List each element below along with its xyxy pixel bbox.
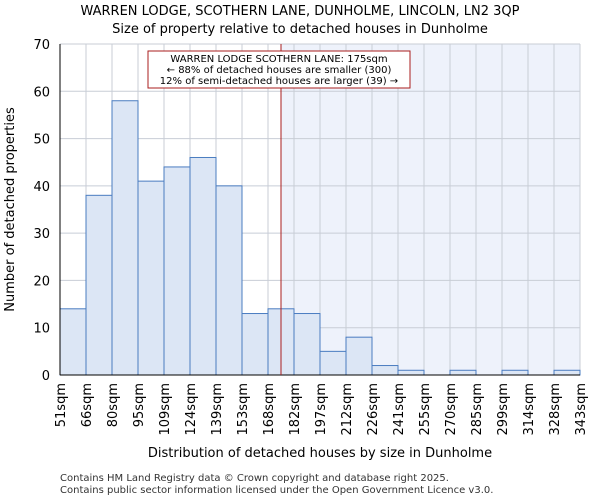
- x-tick-label: 226sqm: [366, 383, 381, 436]
- x-tick-label: 197sqm: [314, 383, 329, 436]
- footer-line-2: Contains public sector information licen…: [60, 485, 494, 496]
- histogram-bar: [371, 365, 399, 376]
- x-tick-label: 66sqm: [80, 383, 95, 427]
- histogram-bar: [241, 313, 269, 376]
- chart-subtitle: Size of property relative to detached ho…: [112, 22, 488, 37]
- annotation-line: 12% of semi-detached houses are larger (…: [160, 76, 398, 87]
- x-tick-label: 168sqm: [262, 383, 277, 436]
- x-tick-label: 299sqm: [496, 383, 511, 436]
- y-tick-label: 70: [33, 38, 50, 53]
- histogram-bar: [85, 194, 113, 376]
- chart-title: WARREN LODGE, SCOTHERN LANE, DUNHOLME, L…: [80, 4, 520, 19]
- x-tick-label: 80sqm: [106, 383, 121, 427]
- histogram-bar: [59, 308, 87, 376]
- histogram-bar: [163, 166, 191, 376]
- histogram-bar: [293, 313, 321, 376]
- x-tick-label: 139sqm: [210, 383, 225, 436]
- y-tick-label: 10: [33, 322, 50, 337]
- annotation-box: [147, 50, 411, 89]
- x-tick-label: 270sqm: [444, 383, 459, 436]
- x-tick-label: 109sqm: [158, 383, 173, 436]
- x-tick-label: 95sqm: [132, 383, 147, 427]
- y-tick-label: 40: [33, 180, 50, 195]
- x-tick-label: 343sqm: [574, 383, 589, 436]
- histogram-bar: [137, 180, 165, 376]
- x-tick-label: 182sqm: [288, 383, 303, 436]
- footer-line-1: Contains HM Land Registry data © Crown c…: [60, 473, 449, 484]
- histogram-bar: [397, 369, 425, 376]
- y-tick-label: 30: [33, 227, 50, 242]
- histogram-bar: [111, 100, 139, 376]
- histogram-bar: [345, 336, 373, 376]
- x-tick-label: 153sqm: [236, 383, 251, 436]
- histogram-bar: [449, 369, 477, 376]
- x-tick-label: 328sqm: [548, 383, 563, 436]
- x-axis-title: Distribution of detached houses by size …: [148, 446, 492, 461]
- x-tick-label: 51sqm: [54, 383, 69, 427]
- y-tick-label: 20: [33, 274, 50, 289]
- x-tick-label: 212sqm: [340, 383, 355, 436]
- annotation-line: WARREN LODGE SCOTHERN LANE: 175sqm: [170, 54, 387, 65]
- histogram-bar: [319, 350, 347, 376]
- x-tick-label: 255sqm: [418, 383, 433, 436]
- y-tick-label: 60: [33, 85, 50, 100]
- histogram-bar: [189, 156, 217, 376]
- larger-region-shade: [281, 44, 580, 375]
- y-tick-label: 0: [42, 369, 50, 384]
- x-tick-label: 285sqm: [470, 383, 485, 436]
- x-tick-label: 314sqm: [522, 383, 537, 436]
- y-tick-label: 50: [33, 133, 50, 148]
- x-tick-label: 241sqm: [392, 383, 407, 436]
- x-tick-label: 124sqm: [184, 383, 199, 436]
- histogram-bar: [215, 185, 243, 376]
- y-axis-title: Number of detached properties: [3, 107, 18, 312]
- histogram-bar: [501, 369, 529, 376]
- annotation-line: ← 88% of detached houses are smaller (30…: [167, 65, 392, 76]
- histogram-bar: [553, 369, 581, 376]
